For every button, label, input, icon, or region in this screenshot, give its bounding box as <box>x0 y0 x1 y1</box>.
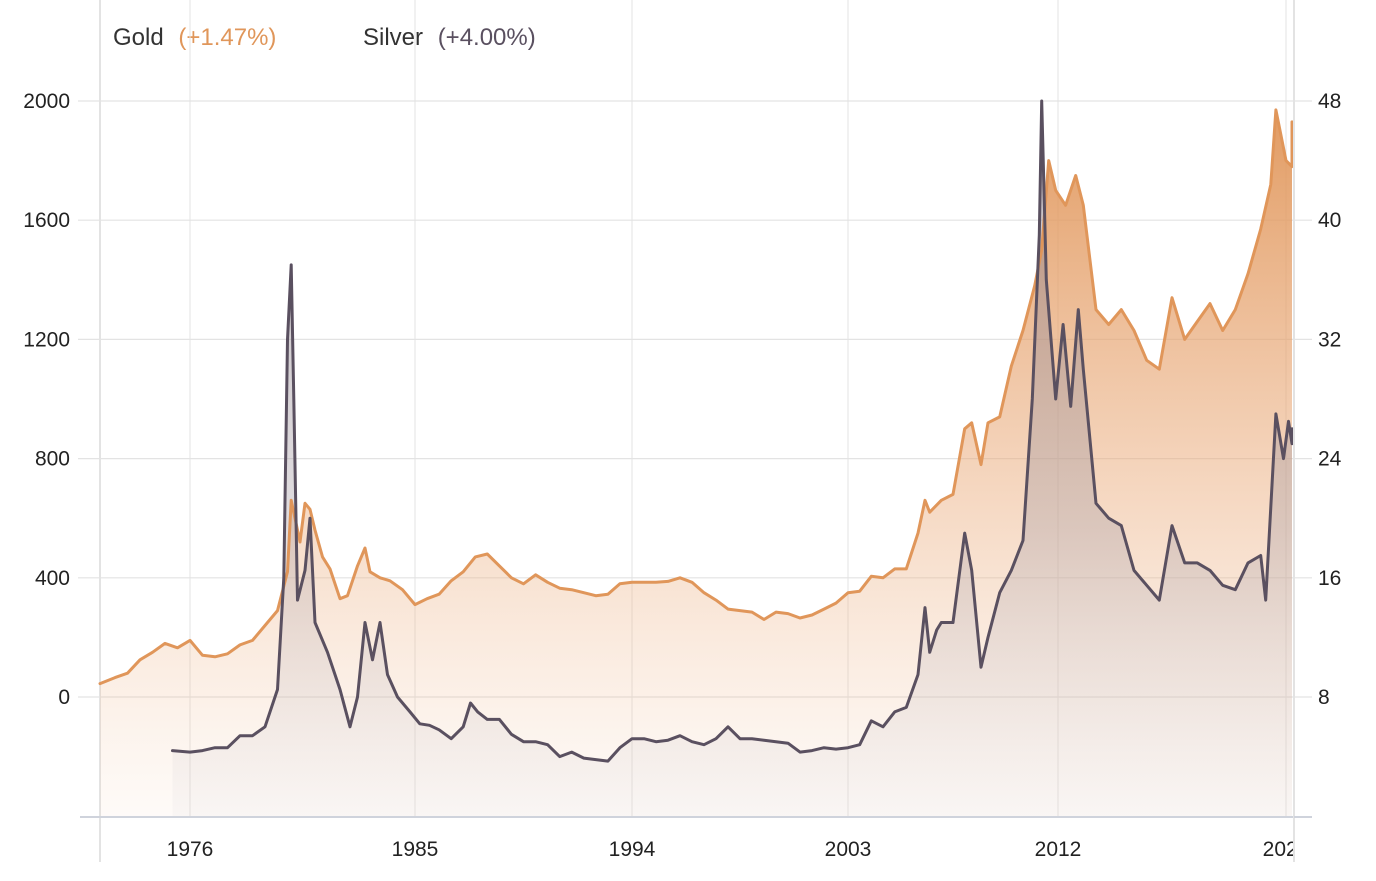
y-left-tick-label: 0 <box>58 686 70 709</box>
legend-gold-label: Gold <box>113 24 164 51</box>
y-right-tick-label: 48 <box>1318 90 1341 113</box>
legend-silver-change: (+4.00%) <box>438 24 536 51</box>
y-right-tick-label: 40 <box>1318 209 1341 232</box>
gold-line <box>98 108 1294 686</box>
y-right-tick-label: 32 <box>1318 328 1341 351</box>
y-right-tick-label: 24 <box>1318 448 1342 471</box>
y-left-tick-label: 1600 <box>23 209 70 232</box>
y-left-tick-label: 800 <box>35 448 70 471</box>
legend: Gold (+1.47%) Silver (+4.00%) <box>113 24 536 51</box>
x-tick-label: 2012 <box>1035 838 1082 861</box>
y-left-tick-label: 2000 <box>23 90 70 113</box>
legend-silver[interactable]: Silver (+4.00%) <box>363 24 536 51</box>
legend-silver-label: Silver <box>363 24 423 51</box>
x-tick-label: 1994 <box>609 838 656 861</box>
silver-area <box>172 101 1292 817</box>
y-left-tick-label: 1200 <box>23 328 70 351</box>
area-fills <box>100 101 1292 817</box>
x-tick-label: 2003 <box>825 838 872 861</box>
legend-gold[interactable]: Gold (+1.47%) <box>113 24 276 51</box>
y-right-tick-label: 16 <box>1318 567 1341 590</box>
x-tick-label: 1985 <box>392 838 439 861</box>
silver-line <box>171 99 1294 763</box>
y-left-tick-label: 400 <box>35 567 70 590</box>
legend-gold-change: (+1.47%) <box>178 24 276 51</box>
series-lines <box>98 99 1294 763</box>
x-tick-label: 1976 <box>167 838 214 861</box>
right-margin-mask <box>1295 0 1376 881</box>
axes: 2000 1600 1200 800 400 0 48 40 32 24 16 8 1976 1985 19… <box>23 0 1376 881</box>
y-right-tick-label: 8 <box>1318 686 1330 709</box>
